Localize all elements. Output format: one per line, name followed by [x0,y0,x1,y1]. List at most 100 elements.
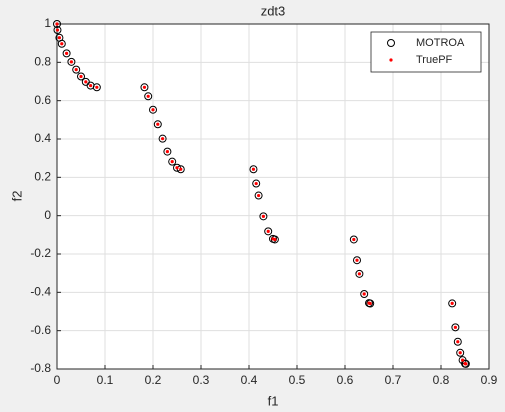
y-tick-label: -0.2 [30,246,51,260]
point [461,359,470,368]
point [140,83,149,92]
point [355,269,364,278]
point [65,51,69,55]
legend-label: MOTROA [416,37,465,49]
point [89,83,93,88]
x-tick-label: 0.1 [97,373,114,387]
point [163,147,172,156]
x-tick-label: 0.9 [481,373,498,387]
point [270,235,279,244]
chart-title: zdt3 [261,3,286,18]
y-tick-label: -0.8 [30,361,51,375]
point [264,227,273,236]
point [72,65,81,74]
point [84,80,88,84]
x-tick-label: 0 [54,373,61,387]
point [170,160,174,164]
point [355,258,359,262]
point [57,36,62,40]
legend-box [370,31,482,73]
y-tick-label: 0.4 [34,131,51,145]
point [146,94,150,98]
point [266,229,270,233]
point [62,49,71,58]
point [67,57,76,66]
point [153,120,162,129]
x-tick-label: 0.7 [385,373,402,387]
point [161,137,165,141]
y-axis-label: f2 [9,191,24,202]
point [95,85,99,89]
point [57,39,66,48]
point [349,235,358,244]
x-tick-label: 0.6 [337,373,354,387]
point [55,28,60,32]
point [53,20,61,28]
x-tick-label: 0.4 [241,373,258,387]
point [60,42,64,46]
point [254,191,263,200]
point [175,166,179,170]
point [144,92,153,101]
point [360,290,369,299]
point [453,337,462,346]
point [352,237,356,242]
point [357,272,361,276]
point [77,72,85,81]
point [92,83,101,92]
point [453,325,457,329]
point [53,26,62,35]
y-tick-label: -0.6 [30,323,51,337]
y-tick-label: 0 [44,208,51,222]
point [451,323,460,332]
point [257,193,261,198]
point [458,351,462,355]
point [456,340,460,344]
point [156,122,160,126]
point [254,181,258,186]
point [461,358,465,362]
point [448,299,457,308]
point [368,301,372,306]
y-tick-label: 1 [44,16,51,30]
point [464,362,468,366]
x-axis-label: f1 [268,393,279,408]
point [74,68,78,72]
point [252,179,261,188]
point [179,167,183,171]
point [273,237,277,242]
y-tick-label: 0.2 [34,170,51,184]
legend-marker [387,39,395,47]
point [168,157,177,166]
y-tick-label: 0.8 [34,55,51,69]
point [165,149,169,154]
y-tick-label: 0.6 [34,93,51,107]
point [158,134,167,143]
point [366,299,375,308]
point [55,22,59,26]
point [251,167,256,171]
legend-label: TruePF [416,54,453,66]
point [450,301,454,306]
point [142,85,147,89]
x-tick-label: 0.3 [193,373,210,387]
point [259,212,268,221]
x-tick-label: 0.5 [289,373,306,387]
axes-box [56,23,490,370]
legend-marker [389,58,393,62]
plot-area [57,24,489,369]
point [261,214,265,218]
point [149,105,157,114]
point [456,348,465,357]
y-tick-label: -0.4 [30,285,51,299]
point [79,74,83,79]
point [249,165,258,174]
point [362,292,366,296]
point [151,108,155,112]
point [353,256,361,265]
point [69,60,73,64]
x-tick-label: 0.2 [145,373,162,387]
x-tick-label: 0.8 [433,373,450,387]
